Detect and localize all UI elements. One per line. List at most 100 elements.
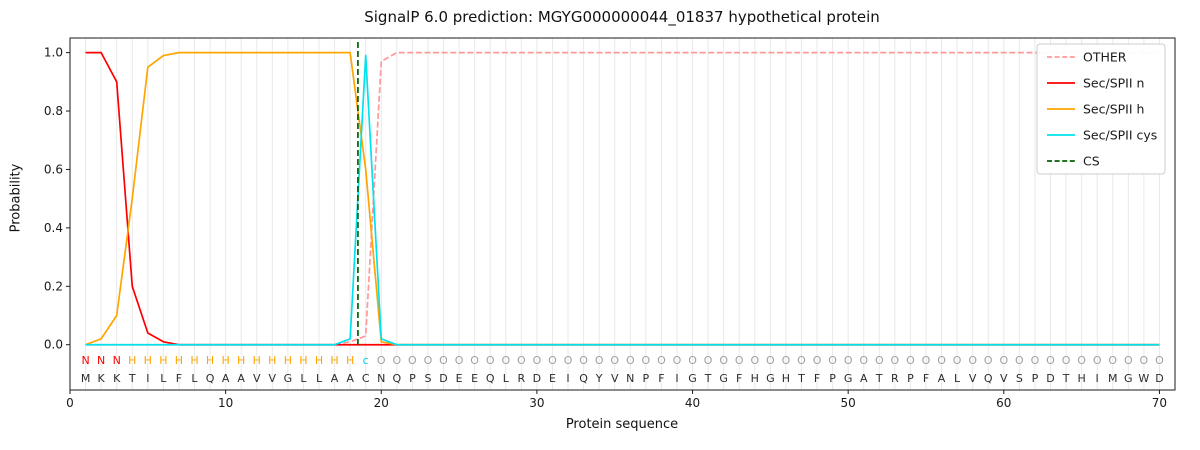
- sequence-letter: V: [969, 372, 977, 385]
- annotation-letter: O: [533, 354, 542, 367]
- annotation-letter: O: [688, 354, 697, 367]
- sequence-letter: L: [160, 372, 167, 385]
- sequence-letter: V: [269, 372, 277, 385]
- annotation-letter: O: [968, 354, 977, 367]
- annotation-letter: H: [346, 354, 354, 367]
- sequence-letter: M: [1108, 372, 1118, 385]
- sequence-letter: A: [346, 372, 354, 385]
- annotation-letter: H: [190, 354, 198, 367]
- x-tick-label: 60: [996, 396, 1011, 410]
- y-axis-label: Probability: [8, 163, 24, 233]
- sequence-letter: L: [191, 372, 198, 385]
- annotation-letter: O: [626, 354, 635, 367]
- sequence-letter: A: [860, 372, 868, 385]
- sequence-letter: P: [1032, 372, 1039, 385]
- sequence-letter: G: [1124, 372, 1133, 385]
- x-tick-label: 50: [841, 396, 856, 410]
- legend-label: Sec/SPII h: [1083, 102, 1144, 117]
- annotation-letter: O: [704, 354, 713, 367]
- sequence-letter: K: [98, 372, 106, 385]
- annotation-letter: O: [408, 354, 417, 367]
- annotation-letter: H: [253, 354, 261, 367]
- sequence-letter: N: [626, 372, 634, 385]
- annotation-letter: O: [424, 354, 433, 367]
- sequence-letter: H: [751, 372, 759, 385]
- annotation-letter: c: [363, 354, 369, 367]
- sequence-letter: G: [766, 372, 775, 385]
- y-tick-label: 1.0: [44, 46, 63, 60]
- sequence-letter: I: [1096, 372, 1099, 385]
- annotation-letter: O: [1155, 354, 1164, 367]
- sequence-letter: Q: [579, 372, 588, 385]
- annotation-letter: O: [797, 354, 806, 367]
- annotation-letter: O: [392, 354, 401, 367]
- sequence-letter: K: [113, 372, 121, 385]
- annotation-letter: O: [859, 354, 868, 367]
- annotation-letter: O: [673, 354, 682, 367]
- sequence-letter: E: [471, 372, 478, 385]
- x-tick-label: 30: [529, 396, 544, 410]
- sequence-letter: G: [284, 372, 293, 385]
- sequence-letter: C: [362, 372, 370, 385]
- annotation-letter: H: [159, 354, 167, 367]
- series-line-sec-spii-h: [85, 51, 1160, 346]
- y-ticks: 0.0 0.2 0.4 0.6 0.8 1.0: [44, 46, 70, 352]
- annotation-letter: O: [486, 354, 495, 367]
- annotation-letter: H: [284, 354, 292, 367]
- gridlines: [85, 38, 1160, 390]
- sequence-letter: I: [566, 372, 569, 385]
- sequence-letter: P: [409, 372, 416, 385]
- y-tick-label: 0.2: [44, 279, 63, 293]
- x-tick-label: 20: [374, 396, 389, 410]
- x-tick-label: 70: [1152, 396, 1167, 410]
- annotation-letter: O: [517, 354, 526, 367]
- sequence-letter: P: [643, 372, 650, 385]
- sequence-letter: V: [1000, 372, 1008, 385]
- sequence-letter: L: [503, 372, 510, 385]
- sequence-letter: H: [782, 372, 790, 385]
- annotation-letter: O: [953, 354, 962, 367]
- annotation-letter: O: [610, 354, 619, 367]
- sequence-letter: V: [253, 372, 261, 385]
- annotation-letter: N: [113, 354, 121, 367]
- sequence-letter: Y: [595, 372, 603, 385]
- y-tick-label: 0.0: [44, 338, 63, 352]
- annotation-letter: O: [1015, 354, 1024, 367]
- annotation-letter: O: [937, 354, 946, 367]
- annotation-letter: H: [221, 354, 229, 367]
- sequence-letter: Q: [984, 372, 993, 385]
- y-tick-label: 0.4: [44, 221, 63, 235]
- sequence-letter: T: [128, 372, 136, 385]
- annotation-letter: O: [750, 354, 759, 367]
- annotation-letter: O: [766, 354, 775, 367]
- annotation-letter: O: [813, 354, 822, 367]
- annotation-letter: H: [299, 354, 307, 367]
- sequence-letter: D: [439, 372, 447, 385]
- annotation-letter: O: [548, 354, 557, 367]
- annotation-letter: O: [455, 354, 464, 367]
- series-line-other: [85, 51, 1160, 346]
- sequence-letter: W: [1138, 372, 1149, 385]
- annotation-letter: O: [1108, 354, 1117, 367]
- annotation-letter: O: [1140, 354, 1149, 367]
- legend-box: [1036, 43, 1166, 175]
- sequence-letter: I: [146, 372, 149, 385]
- sequence-letter: T: [704, 372, 712, 385]
- annotation-letter: O: [579, 354, 588, 367]
- annotation-letter: O: [1062, 354, 1071, 367]
- annotation-letter: O: [1077, 354, 1086, 367]
- legend-label: Sec/SPII cys: [1083, 128, 1157, 143]
- sequence-letter: E: [549, 372, 556, 385]
- annotation-letter: O: [1046, 354, 1055, 367]
- sequence-letter: F: [736, 372, 742, 385]
- annotation-letter: O: [564, 354, 573, 367]
- sequence-letter: Q: [392, 372, 401, 385]
- sequence-letter: D: [1046, 372, 1054, 385]
- sequence-letter: V: [611, 372, 619, 385]
- x-tick-label: 10: [218, 396, 233, 410]
- sequence-letter: P: [829, 372, 836, 385]
- annotation-letter: O: [642, 354, 651, 367]
- annotation-letter: O: [719, 354, 728, 367]
